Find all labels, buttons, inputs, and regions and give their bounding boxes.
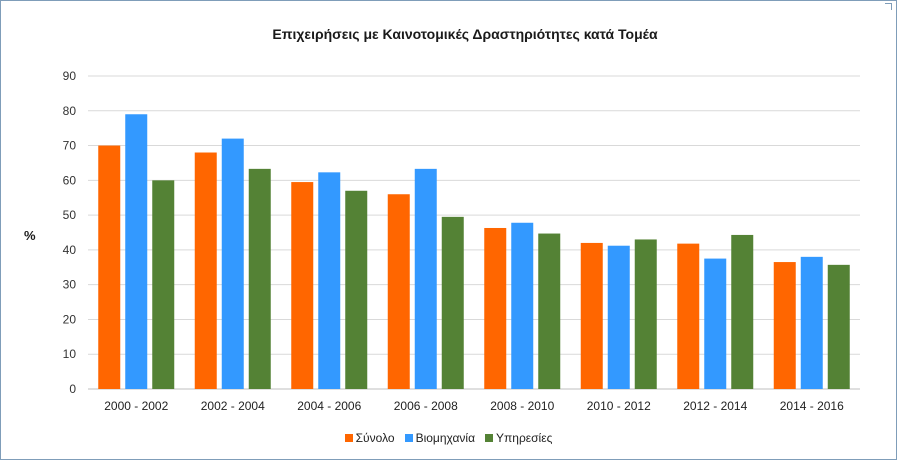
x-tick-label: 2002 - 2004 xyxy=(201,399,265,413)
bar xyxy=(827,264,850,389)
chart-legend: Σύνολο Βιομηχανία Υπηρεσίες xyxy=(0,431,897,445)
y-tick-label: 30 xyxy=(63,278,77,292)
legend-label: Σύνολο xyxy=(355,431,395,445)
x-tick-label: 2000 - 2002 xyxy=(104,399,168,413)
y-tick-label: 40 xyxy=(63,243,77,257)
y-tick-label: 50 xyxy=(63,208,77,222)
bar xyxy=(484,227,507,389)
x-tick-label: 2004 - 2006 xyxy=(297,399,361,413)
y-tick-label: 20 xyxy=(63,312,77,326)
y-tick-label: 80 xyxy=(63,104,77,118)
y-tick-label: 10 xyxy=(63,347,77,361)
bar xyxy=(318,172,341,389)
x-tick-label: 2006 - 2008 xyxy=(394,399,458,413)
bar xyxy=(291,182,314,389)
x-tick-label: 2012 - 2014 xyxy=(683,399,747,413)
bar xyxy=(125,114,148,389)
bar xyxy=(414,168,437,389)
bar xyxy=(441,216,464,389)
bar xyxy=(221,138,244,389)
y-tick-label: 0 xyxy=(69,382,76,396)
bar xyxy=(387,194,410,389)
bar xyxy=(98,145,121,389)
x-tick-label: 2008 - 2010 xyxy=(490,399,554,413)
legend-item: Υπηρεσίες xyxy=(485,431,552,445)
bar xyxy=(152,180,175,389)
bar xyxy=(248,168,271,389)
chart-title: Επιχειρήσεις με Καινοτομικές Δραστηριότη… xyxy=(272,26,658,42)
legend-label: Υπηρεσίες xyxy=(496,431,553,445)
bar xyxy=(511,222,534,389)
legend-item: Σύνολο xyxy=(344,431,395,445)
bar xyxy=(607,245,630,389)
legend-swatch xyxy=(485,434,494,442)
legend-swatch xyxy=(344,434,353,442)
bar xyxy=(731,234,754,389)
resize-corner-icon xyxy=(885,3,892,10)
bar xyxy=(773,262,796,389)
x-tick-label: 2014 - 2016 xyxy=(780,399,844,413)
y-tick-label: 90 xyxy=(63,69,77,83)
bar xyxy=(538,233,561,389)
legend-swatch xyxy=(404,434,413,442)
x-tick-label: 2010 - 2012 xyxy=(587,399,651,413)
y-tick-label: 70 xyxy=(63,139,77,153)
bar xyxy=(345,190,368,389)
bar xyxy=(800,256,823,389)
bar xyxy=(704,258,727,389)
y-axis-label: % xyxy=(24,228,36,243)
bar xyxy=(580,242,603,389)
bar xyxy=(634,239,657,389)
legend-item: Βιομηχανία xyxy=(404,431,476,445)
bar xyxy=(194,152,217,389)
legend-label: Βιομηχανία xyxy=(415,431,476,445)
y-tick-label: 60 xyxy=(63,173,77,187)
bar xyxy=(677,243,700,389)
